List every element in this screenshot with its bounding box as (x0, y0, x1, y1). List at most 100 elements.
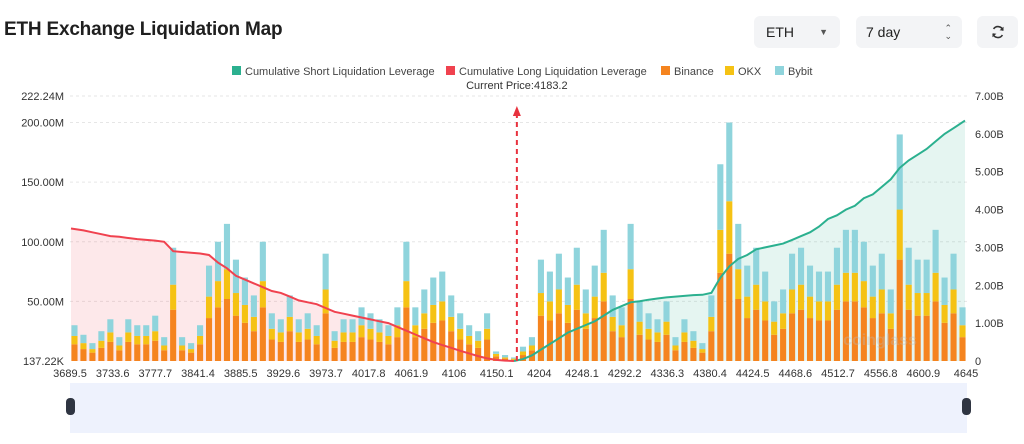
bar-binance (259, 307, 266, 361)
x-tick-label: 3777.7 (139, 368, 173, 380)
bar-okx (824, 301, 832, 321)
bar-okx (663, 321, 670, 335)
bar-bybit (89, 343, 96, 350)
chevron-down-icon: ▼ (819, 27, 828, 37)
bar-bybit (815, 271, 823, 302)
bar-bybit (403, 241, 410, 282)
bar-okx (107, 332, 114, 342)
bar-bybit (851, 229, 858, 273)
bar-bybit (833, 247, 840, 285)
bar-binance (439, 320, 446, 361)
bar-binance (654, 341, 661, 361)
bar-bybit (798, 247, 805, 285)
y-right-tick-label: 4.00B (975, 205, 1004, 217)
bar-bybit (340, 319, 347, 333)
bar-okx (89, 349, 96, 353)
bar-binance (125, 341, 132, 361)
bar-okx (699, 349, 706, 353)
slider-track[interactable] (70, 383, 967, 433)
bar-okx (555, 289, 562, 314)
bar-okx (475, 340, 482, 348)
y-right-tick-label: 5.00B (975, 167, 1004, 179)
bar-okx (268, 328, 275, 340)
bar-bybit (762, 271, 769, 302)
y-right-tick-label: 3.00B (975, 242, 1004, 254)
symbol-select-value: ETH (766, 24, 794, 40)
bar-bybit (681, 319, 688, 333)
slider-handle-right[interactable] (962, 398, 971, 415)
bar-okx (232, 293, 239, 316)
bar-okx (735, 269, 742, 299)
bar-binance (789, 313, 796, 361)
bar-okx (798, 284, 805, 310)
bar-okx (654, 332, 661, 342)
refresh-icon (991, 25, 1004, 39)
bar-okx (80, 343, 87, 350)
bar-okx (277, 332, 284, 342)
refresh-button[interactable] (977, 16, 1018, 48)
bar-bybit (923, 259, 930, 294)
x-tick-label: 4600.9 (907, 368, 941, 380)
y-left-tick-label: 150.00M (21, 177, 64, 189)
legend-swatch-0 (232, 66, 241, 75)
bar-binance (762, 320, 769, 361)
bar-okx (717, 229, 724, 273)
bar-binance (385, 344, 392, 361)
bar-binance (322, 313, 329, 361)
bar-binance (412, 337, 419, 361)
bar-binance (851, 301, 858, 361)
bar-okx (241, 304, 248, 323)
bar-binance (268, 339, 275, 361)
bar-binance (726, 253, 733, 361)
bar-bybit (250, 295, 257, 317)
bar-binance (690, 347, 697, 361)
bar-binance (98, 347, 105, 361)
bar-bybit (394, 307, 401, 326)
slider-handle-left[interactable] (66, 398, 75, 415)
bar-okx (304, 328, 311, 340)
bar-binance (197, 344, 204, 361)
bar-okx (125, 332, 132, 342)
bar-bybit (412, 307, 419, 326)
y-left-tick-label: 50.00M (27, 296, 64, 308)
bar-binance (519, 355, 527, 361)
period-select[interactable]: 7 day ⌃ ⌄ (856, 16, 962, 48)
bar-bybit (170, 247, 177, 285)
bar-bybit (618, 307, 625, 326)
bar-binance (860, 307, 867, 361)
arrow-up-icon (512, 106, 521, 116)
bar-bybit (600, 229, 607, 273)
bar-bybit (591, 265, 598, 297)
x-tick-label: 4150.1 (480, 368, 514, 380)
bar-okx (645, 328, 652, 340)
bar-okx (528, 345, 536, 351)
x-tick-label: 3973.7 (309, 368, 343, 380)
bar-okx (537, 293, 544, 316)
bar-okx (295, 332, 302, 342)
bar-bybit (143, 325, 150, 336)
bar-bybit (636, 301, 643, 322)
bar-bybit (771, 301, 778, 322)
zoom-slider[interactable] (66, 383, 971, 433)
y-left-tick-label: 100.00M (21, 237, 64, 249)
bar-okx (358, 325, 365, 338)
bar-binance (376, 341, 383, 361)
bar-binance (89, 352, 96, 361)
bar-bybit (80, 334, 87, 344)
bar-okx (484, 328, 491, 340)
symbol-select[interactable]: ETH ▼ (754, 16, 840, 48)
bar-binance (959, 337, 966, 361)
x-tick-label: 4645 (954, 368, 978, 380)
bar-binance (806, 318, 814, 361)
bar-bybit (708, 295, 715, 317)
bar-bybit (842, 229, 849, 273)
bar-bybit (932, 229, 939, 273)
bar-okx (116, 345, 123, 351)
bar-binance (609, 331, 616, 361)
bar-binance (627, 298, 634, 361)
bar-bybit (259, 241, 266, 282)
bar-okx (546, 301, 553, 321)
x-tick-label: 3885.5 (224, 368, 258, 380)
bar-binance (331, 347, 338, 361)
